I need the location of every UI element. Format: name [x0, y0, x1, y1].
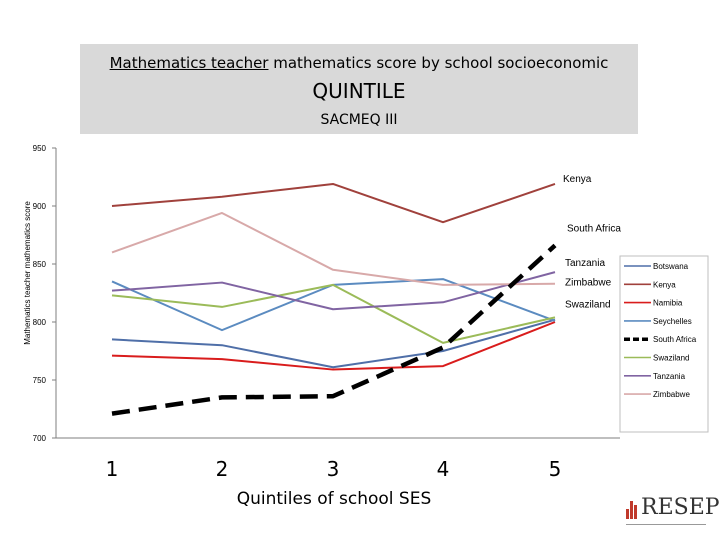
y-tick-label: 750 [33, 376, 47, 385]
x-tick-label: 5 [549, 457, 562, 481]
chart-series-lines [111, 182, 557, 416]
y-tick-label: 800 [33, 318, 47, 327]
x-axis-label: Quintiles of school SES [237, 489, 432, 509]
resep-logo-mark [626, 501, 637, 519]
y-axis-label: Mathematics teacher mathematics score [23, 201, 32, 345]
series-line-tanzania [111, 271, 556, 311]
chart-title-line1: Mathematics teacher mathematics score by… [80, 54, 638, 72]
x-tick-label: 3 [327, 457, 340, 481]
legend-label: Zimbabwe [653, 390, 690, 399]
y-tick-label: 700 [33, 434, 47, 443]
annotation-south-africa: South Africa [567, 223, 621, 234]
chart-annotations: Kenya South Africa Tanzania Zimbabwe Swazila… [563, 174, 621, 310]
series-line-botswana [111, 318, 556, 369]
resep-logo: RESEP [626, 495, 720, 533]
series-line-kenya [111, 182, 556, 224]
chart-title-underlined: Mathematics teacher [109, 54, 269, 72]
y-tick-label: 850 [33, 260, 47, 269]
legend-label: South Africa [653, 335, 697, 344]
x-tick-label: 2 [216, 457, 229, 481]
y-tick-label: 950 [33, 144, 47, 153]
chart-axes: 700 750 800 850 900 950 1 2 3 4 5 Quintiles of scho… [23, 144, 620, 509]
annotation-swaziland: Swaziland [565, 299, 611, 310]
legend-box [619, 255, 709, 433]
annotation-tanzania: Tanzania [565, 258, 605, 269]
resep-logo-text: RESEP [641, 495, 720, 520]
series-line-south-africa [111, 243, 557, 416]
legend-label: Tanzania [653, 372, 686, 381]
legend-label: Kenya [653, 280, 676, 289]
legend-label: Seychelles [653, 317, 692, 326]
legend-label: Botswana [653, 262, 689, 271]
series-line-zimbabwe [111, 211, 556, 286]
x-tick-label: 1 [106, 457, 119, 481]
chart-title-rest: mathematics score by school socioeconomi… [268, 54, 609, 72]
chart-legend: Botswana Kenya Namibia Seychelles South Afri… [619, 255, 709, 433]
annotation-zimbabwe: Zimbabwe [565, 278, 612, 289]
chart-title-box: Mathematics teacher mathematics score by… [80, 44, 638, 134]
legend-label: Namibia [653, 299, 683, 308]
series-line-namibia [111, 321, 556, 371]
chart-title-line2: QUINTILE [312, 79, 406, 103]
legend-label: Swaziland [653, 354, 689, 363]
y-tick-label: 900 [33, 202, 47, 211]
x-tick-label: 4 [437, 457, 450, 481]
annotation-kenya: Kenya [563, 174, 592, 185]
chart-subtitle: SACMEQ III [320, 112, 398, 128]
series-line-swaziland [111, 283, 556, 344]
resep-logo-rule [626, 524, 706, 528]
